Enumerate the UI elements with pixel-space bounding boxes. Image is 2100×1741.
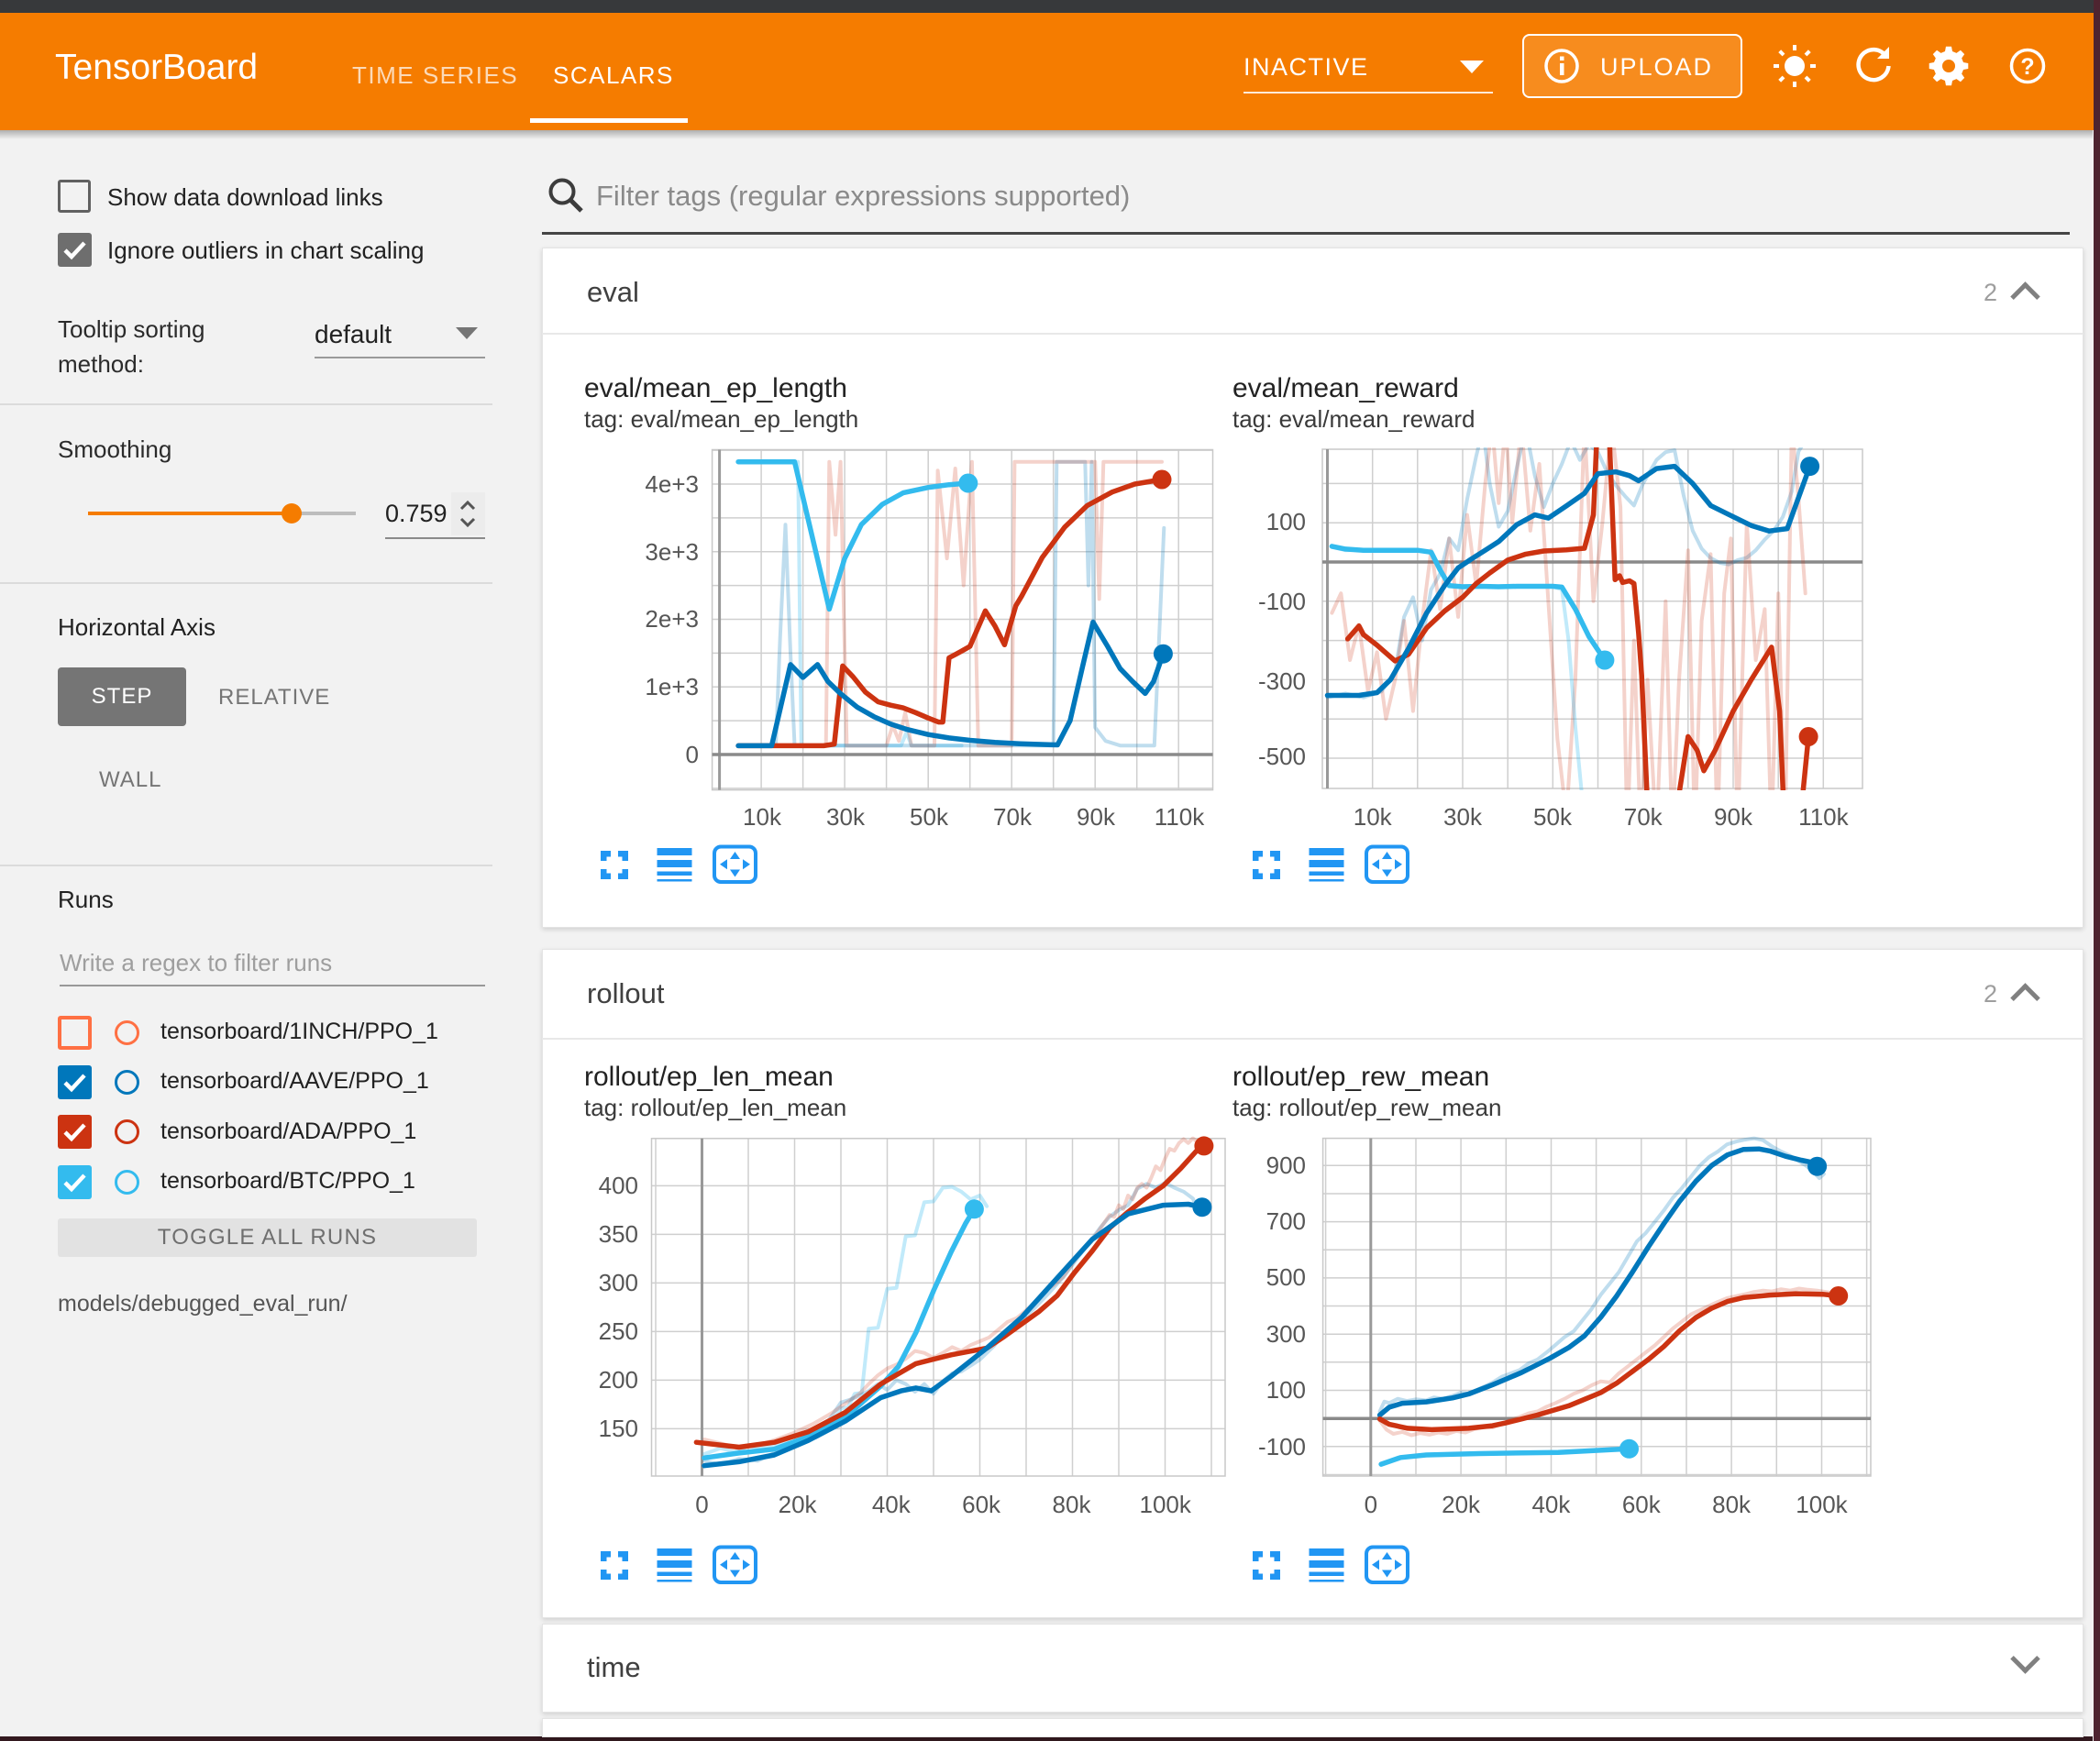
svg-text:?: ?: [2020, 54, 2034, 80]
